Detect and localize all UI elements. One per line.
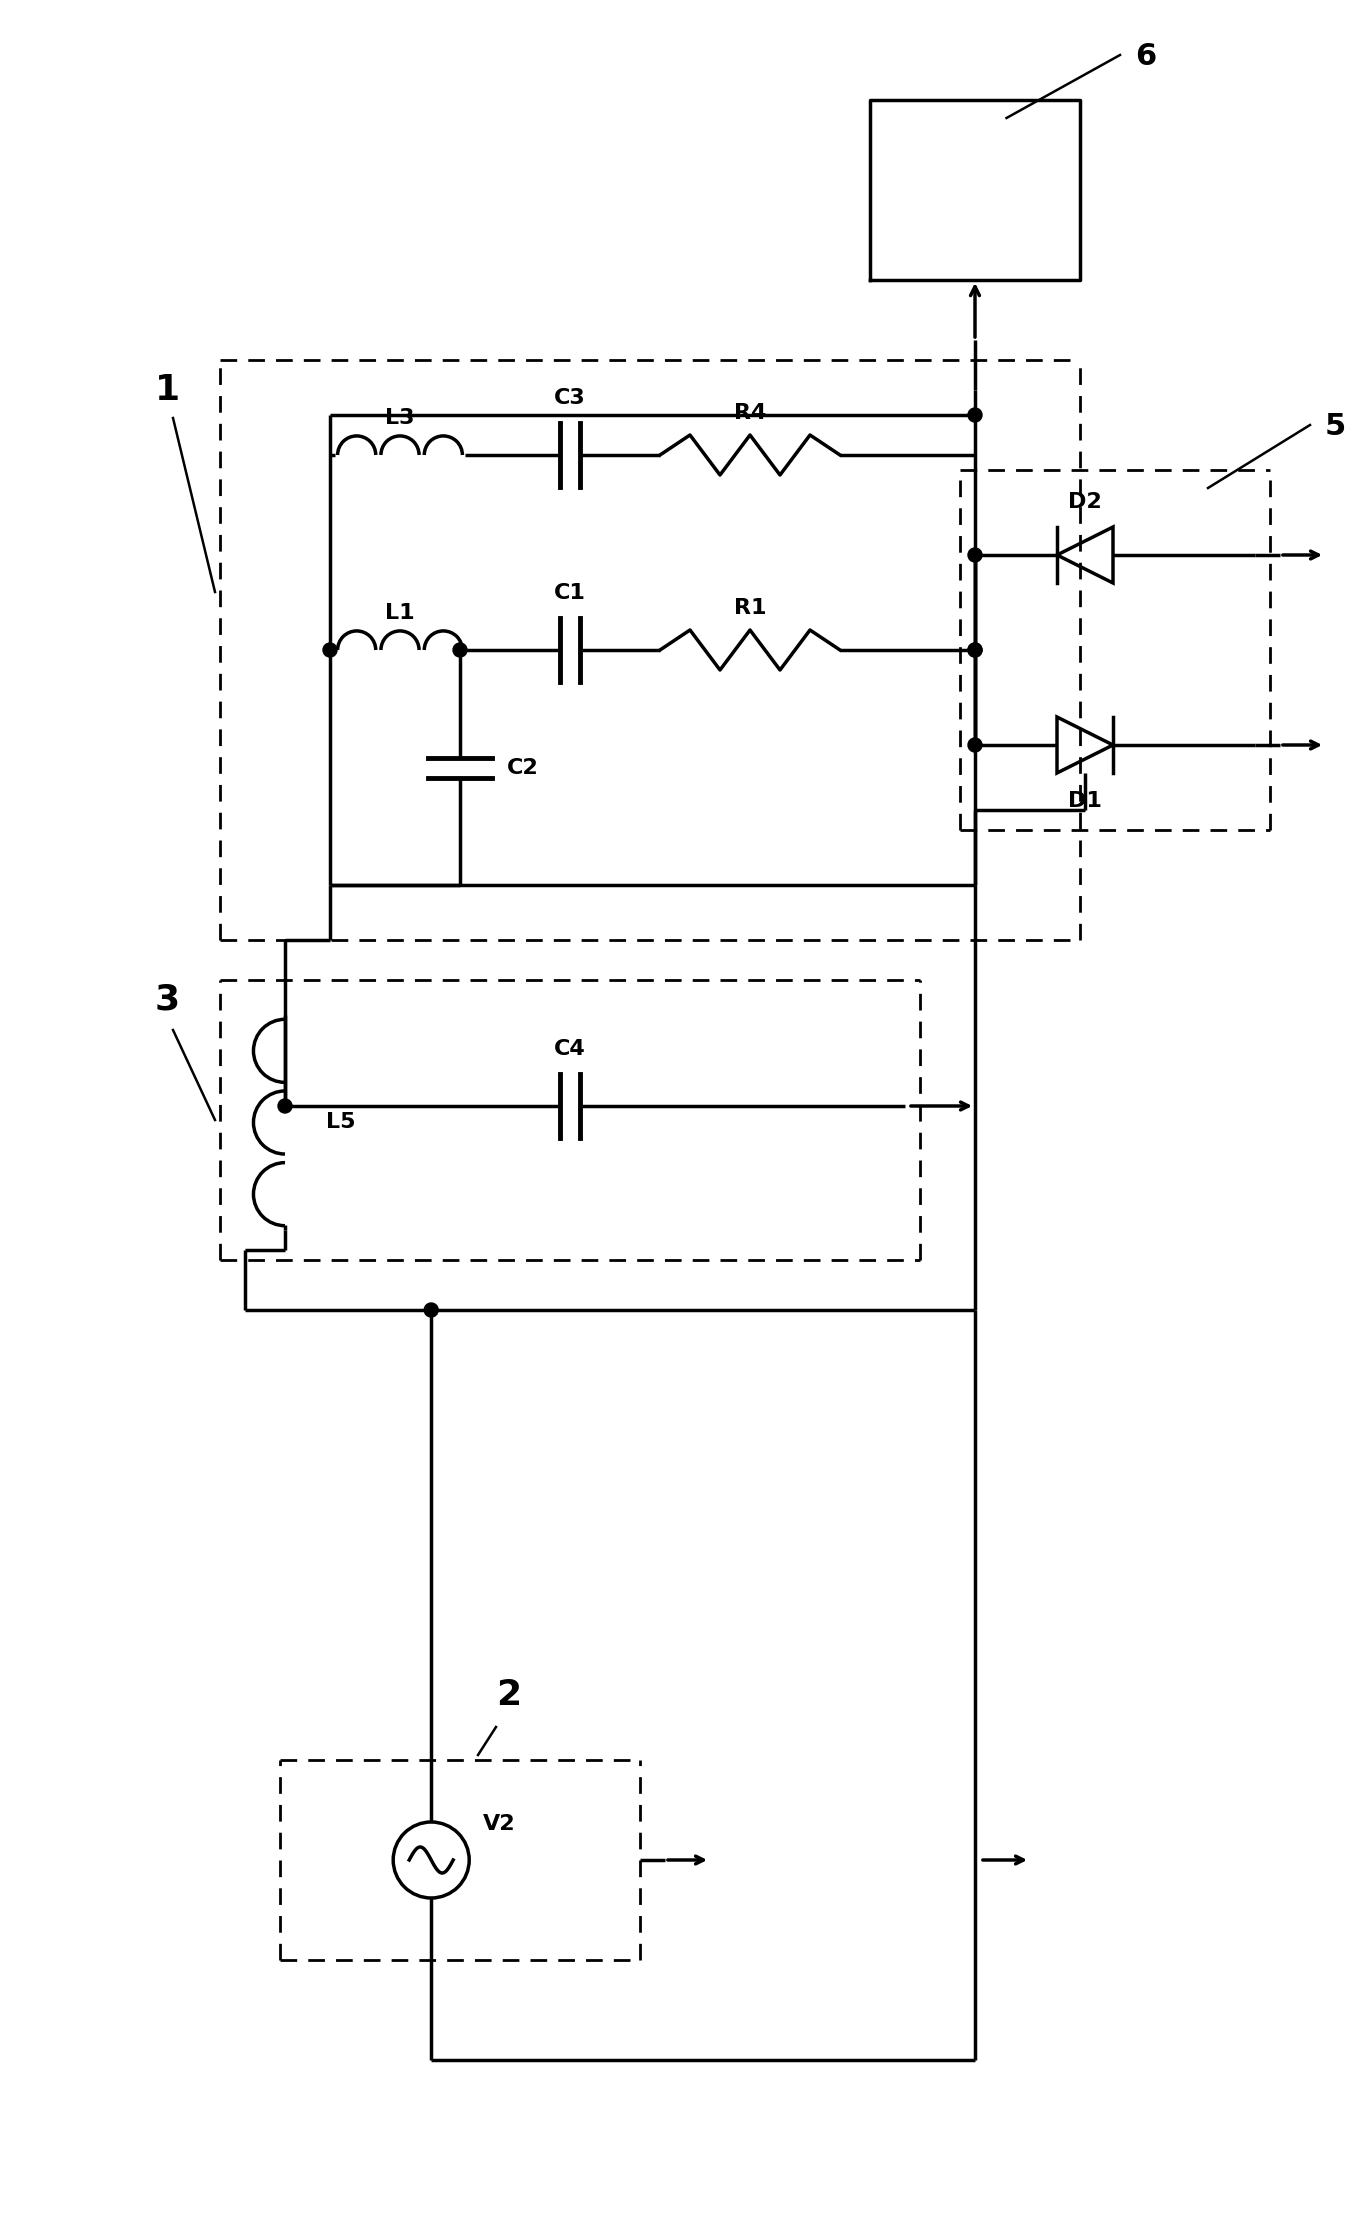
Text: D1: D1 — [1068, 791, 1102, 811]
Text: C2: C2 — [507, 757, 539, 777]
Text: C3: C3 — [554, 388, 586, 408]
Circle shape — [968, 643, 982, 656]
Text: R1: R1 — [734, 598, 767, 618]
Text: 2: 2 — [496, 1678, 522, 1711]
Text: L3: L3 — [385, 408, 415, 428]
Circle shape — [278, 1100, 291, 1113]
Text: C1: C1 — [554, 582, 586, 603]
Circle shape — [454, 643, 467, 656]
Circle shape — [424, 1304, 439, 1317]
Text: 6: 6 — [1135, 43, 1156, 72]
Text: 5: 5 — [1325, 412, 1346, 441]
Circle shape — [968, 408, 982, 421]
Text: V2: V2 — [484, 1814, 516, 1835]
Circle shape — [968, 549, 982, 562]
Text: R4: R4 — [734, 403, 767, 423]
Circle shape — [968, 737, 982, 753]
Text: C4: C4 — [554, 1039, 586, 1060]
Text: L5: L5 — [326, 1113, 355, 1133]
Text: D2: D2 — [1068, 493, 1102, 513]
Text: 3: 3 — [155, 983, 180, 1017]
Text: L1: L1 — [385, 603, 415, 623]
Circle shape — [968, 643, 982, 656]
Circle shape — [323, 643, 336, 656]
Text: 1: 1 — [155, 374, 180, 408]
